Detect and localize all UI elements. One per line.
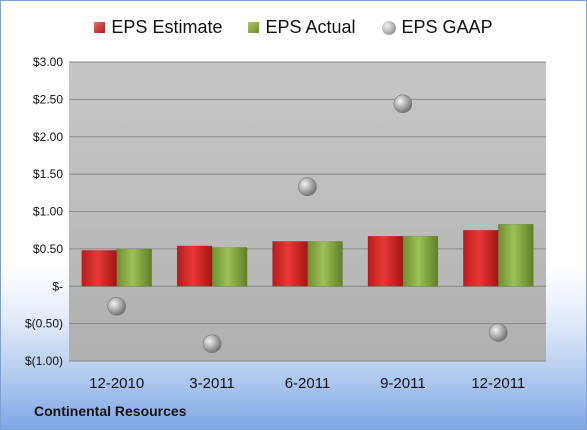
company-name: Continental Resources <box>34 403 187 419</box>
bar-eps-estimate-12-2010 <box>81 250 117 287</box>
y-tick-label: $2.50 <box>33 92 63 106</box>
bar-eps-actual-9-2011 <box>402 235 439 287</box>
legend-item-eps-gaap: EPS GAAP <box>381 17 493 38</box>
legend-item-eps-actual: EPS Actual <box>248 17 356 38</box>
y-tick-label: $0.50 <box>33 242 63 256</box>
y-tick-label: $(1.00) <box>25 354 63 368</box>
x-tick-label: 9-2011 <box>380 375 426 392</box>
legend-label-eps-actual: EPS Actual <box>265 17 356 37</box>
legend-swatch-eps-estimate <box>94 22 106 33</box>
y-tick-label: $(0.50) <box>25 317 63 331</box>
bar-eps-actual-12-2010 <box>116 248 152 287</box>
point-eps-gaap-12-2010 <box>107 297 126 316</box>
bar-eps-actual-3-2011 <box>211 247 248 287</box>
legend-swatch-eps-actual <box>248 22 260 33</box>
x-tick-label: 6-2011 <box>285 375 331 392</box>
bar-eps-estimate-9-2011 <box>367 235 404 287</box>
x-tick-label: 3-2011 <box>189 375 235 392</box>
bar-eps-estimate-12-2011 <box>463 229 499 287</box>
y-tick-label: $3.00 <box>33 55 63 69</box>
bar-eps-actual-12-2011 <box>498 223 534 287</box>
legend-label-eps-gaap: EPS GAAP <box>401 17 493 37</box>
bar-eps-estimate-6-2011 <box>272 241 308 287</box>
point-eps-gaap-3-2011 <box>202 334 222 354</box>
y-tick-label: $- <box>52 279 63 293</box>
point-eps-gaap-12-2011 <box>488 323 508 342</box>
x-tick-label: 12-2010 <box>89 375 144 392</box>
point-eps-gaap-6-2011 <box>298 177 317 197</box>
bar-eps-estimate-3-2011 <box>176 245 213 287</box>
y-tick-label: $2.00 <box>33 130 63 144</box>
legend: EPS Estimate EPS Actual EPS GAAP <box>1 17 586 38</box>
y-tick-label: $1.00 <box>33 205 63 219</box>
legend-swatch-eps-gaap <box>381 20 396 35</box>
legend-item-eps-estimate: EPS Estimate <box>94 17 222 38</box>
y-tick-label: $1.50 <box>33 167 63 181</box>
x-tick-label: 12-2011 <box>471 375 525 392</box>
bar-eps-actual-6-2011 <box>307 241 343 287</box>
legend-label-eps-estimate: EPS Estimate <box>111 17 223 37</box>
point-eps-gaap-9-2011 <box>393 94 413 114</box>
